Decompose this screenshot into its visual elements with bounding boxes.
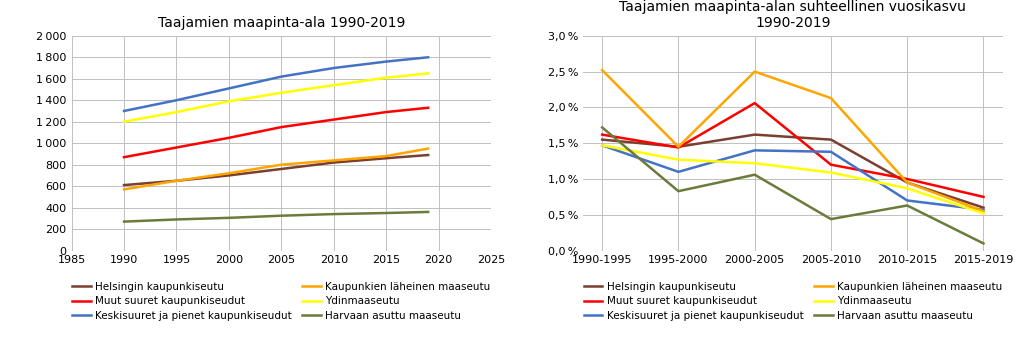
- Ydinmaaseutu: [422, 71, 435, 76]
- Line: Muut suuret kaupunkiseudut: Muut suuret kaupunkiseudut: [124, 108, 429, 157]
- Line: Keskisuuret ja pienet kaupunkiseudut: Keskisuuret ja pienet kaupunkiseudut: [124, 57, 429, 111]
- Ydinmaaseutu: [977, 211, 989, 216]
- Kaupunkien läheinen maaseutu: [118, 187, 130, 192]
- Keskisuuret ja pienet kaupunkiseudut: [749, 148, 761, 153]
- Kaupunkien läheinen maaseutu: [380, 154, 392, 158]
- Helsingin kaupunkiseutu: [380, 156, 392, 160]
- Keskisuuret ja pienet kaupunkiseudut: [672, 170, 684, 174]
- Helsingin kaupunkiseutu: [977, 205, 989, 210]
- Harvaan asuttu maaseutu: [825, 217, 837, 221]
- Kaupunkien läheinen maaseutu: [901, 180, 914, 185]
- Ydinmaaseutu: [749, 161, 761, 165]
- Muut suuret kaupunkiseudut: [223, 136, 235, 140]
- Helsingin kaupunkiseutu: [170, 179, 182, 183]
- Keskisuuret ja pienet kaupunkiseudut: [275, 74, 287, 79]
- Ydinmaaseutu: [672, 158, 684, 162]
- Helsingin kaupunkiseutu: [327, 160, 340, 165]
- Harvaan asuttu maaseutu: [223, 216, 235, 220]
- Keskisuuret ja pienet kaupunkiseudut: [901, 198, 914, 203]
- Keskisuuret ja pienet kaupunkiseudut: [223, 86, 235, 91]
- Muut suuret kaupunkiseudut: [672, 145, 684, 150]
- Legend: Helsingin kaupunkiseutu, Muut suuret kaupunkiseudut, Keskisuuret ja pienet kaupu: Helsingin kaupunkiseutu, Muut suuret kau…: [73, 282, 490, 321]
- Keskisuuret ja pienet kaupunkiseudut: [327, 66, 340, 70]
- Ydinmaaseutu: [170, 110, 182, 114]
- Keskisuuret ja pienet kaupunkiseudut: [422, 55, 435, 59]
- Ydinmaaseutu: [825, 170, 837, 175]
- Ydinmaaseutu: [901, 186, 914, 190]
- Muut suuret kaupunkiseudut: [118, 155, 130, 159]
- Line: Kaupunkien läheinen maaseutu: Kaupunkien läheinen maaseutu: [124, 149, 429, 189]
- Harvaan asuttu maaseutu: [901, 203, 914, 208]
- Helsingin kaupunkiseutu: [901, 180, 914, 185]
- Helsingin kaupunkiseutu: [118, 183, 130, 187]
- Line: Kaupunkien läheinen maaseutu: Kaupunkien läheinen maaseutu: [603, 70, 983, 211]
- Kaupunkien läheinen maaseutu: [422, 146, 435, 151]
- Kaupunkien läheinen maaseutu: [596, 68, 609, 72]
- Kaupunkien läheinen maaseutu: [977, 209, 989, 213]
- Kaupunkien läheinen maaseutu: [223, 171, 235, 175]
- Muut suuret kaupunkiseudut: [380, 110, 392, 114]
- Harvaan asuttu maaseutu: [327, 212, 340, 216]
- Helsingin kaupunkiseutu: [825, 137, 837, 142]
- Line: Harvaan asuttu maaseutu: Harvaan asuttu maaseutu: [124, 212, 429, 222]
- Muut suuret kaupunkiseudut: [275, 125, 287, 129]
- Keskisuuret ja pienet kaupunkiseudut: [170, 98, 182, 102]
- Line: Ydinmaaseutu: Ydinmaaseutu: [124, 73, 429, 122]
- Keskisuuret ja pienet kaupunkiseudut: [118, 109, 130, 113]
- Muut suuret kaupunkiseudut: [170, 145, 182, 150]
- Kaupunkien läheinen maaseutu: [275, 163, 287, 167]
- Helsingin kaupunkiseutu: [672, 145, 684, 149]
- Muut suuret kaupunkiseudut: [977, 195, 989, 199]
- Helsingin kaupunkiseutu: [749, 132, 761, 137]
- Ydinmaaseutu: [275, 91, 287, 95]
- Ydinmaaseutu: [327, 83, 340, 87]
- Harvaan asuttu maaseutu: [380, 211, 392, 215]
- Harvaan asuttu maaseutu: [672, 189, 684, 193]
- Kaupunkien läheinen maaseutu: [749, 69, 761, 74]
- Muut suuret kaupunkiseudut: [596, 132, 609, 137]
- Kaupunkien läheinen maaseutu: [170, 179, 182, 183]
- Line: Helsingin kaupunkiseutu: Helsingin kaupunkiseutu: [124, 155, 429, 185]
- Line: Harvaan asuttu maaseutu: Harvaan asuttu maaseutu: [603, 127, 983, 243]
- Kaupunkien läheinen maaseutu: [672, 145, 684, 149]
- Line: Helsingin kaupunkiseutu: Helsingin kaupunkiseutu: [603, 135, 983, 208]
- Helsingin kaupunkiseutu: [275, 167, 287, 171]
- Kaupunkien läheinen maaseutu: [327, 158, 340, 163]
- Harvaan asuttu maaseutu: [170, 217, 182, 222]
- Muut suuret kaupunkiseudut: [327, 117, 340, 122]
- Ydinmaaseutu: [380, 76, 392, 80]
- Muut suuret kaupunkiseudut: [422, 106, 435, 110]
- Line: Muut suuret kaupunkiseudut: Muut suuret kaupunkiseudut: [603, 103, 983, 197]
- Title: Taajamien maapinta-alan suhteellinen vuosikasvu
1990-2019: Taajamien maapinta-alan suhteellinen vuo…: [619, 0, 967, 30]
- Ydinmaaseutu: [118, 120, 130, 124]
- Harvaan asuttu maaseutu: [275, 213, 287, 218]
- Keskisuuret ja pienet kaupunkiseudut: [380, 59, 392, 64]
- Legend: Helsingin kaupunkiseutu, Muut suuret kaupunkiseudut, Keskisuuret ja pienet kaupu: Helsingin kaupunkiseutu, Muut suuret kau…: [584, 282, 1002, 321]
- Helsingin kaupunkiseutu: [596, 137, 609, 142]
- Line: Ydinmaaseutu: Ydinmaaseutu: [603, 145, 983, 213]
- Harvaan asuttu maaseutu: [422, 210, 435, 214]
- Title: Taajamien maapinta-ala 1990-2019: Taajamien maapinta-ala 1990-2019: [158, 16, 405, 30]
- Harvaan asuttu maaseutu: [977, 241, 989, 246]
- Ydinmaaseutu: [223, 99, 235, 103]
- Helsingin kaupunkiseutu: [422, 153, 435, 157]
- Muut suuret kaupunkiseudut: [749, 101, 761, 105]
- Keskisuuret ja pienet kaupunkiseudut: [596, 143, 609, 147]
- Keskisuuret ja pienet kaupunkiseudut: [977, 208, 989, 212]
- Muut suuret kaupunkiseudut: [901, 177, 914, 181]
- Keskisuuret ja pienet kaupunkiseudut: [825, 150, 837, 154]
- Harvaan asuttu maaseutu: [118, 219, 130, 224]
- Harvaan asuttu maaseutu: [749, 173, 761, 177]
- Ydinmaaseutu: [596, 143, 609, 147]
- Line: Keskisuuret ja pienet kaupunkiseudut: Keskisuuret ja pienet kaupunkiseudut: [603, 145, 983, 210]
- Kaupunkien läheinen maaseutu: [825, 96, 837, 100]
- Harvaan asuttu maaseutu: [596, 125, 609, 130]
- Helsingin kaupunkiseutu: [223, 173, 235, 178]
- Muut suuret kaupunkiseudut: [825, 163, 837, 167]
